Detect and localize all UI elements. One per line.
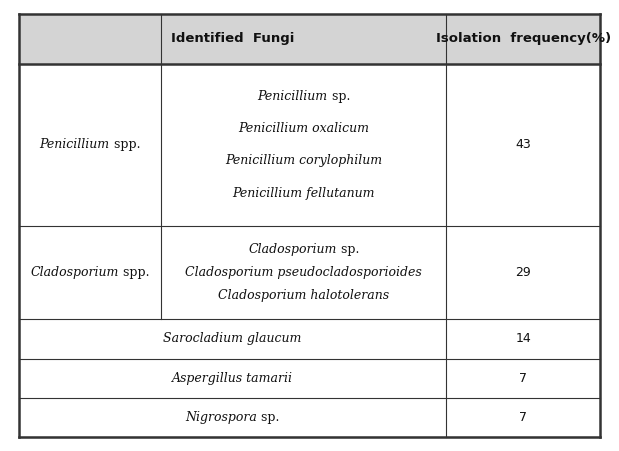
Text: sp.: sp. [327,90,350,102]
Text: Cladosporium: Cladosporium [248,243,337,256]
Text: Cladosporium halotolerans: Cladosporium halotolerans [218,289,389,302]
Text: 14: 14 [516,332,531,345]
Text: Penicillium: Penicillium [40,138,110,151]
Text: spp.: spp. [119,266,149,279]
Text: Penicillium fellutanum: Penicillium fellutanum [232,187,375,200]
Text: spp.: spp. [110,138,140,151]
Text: Nigrospora: Nigrospora [185,411,257,424]
Text: Penicillium oxalicum: Penicillium oxalicum [238,122,369,135]
Bar [19,14,600,64]
Text: Isolation  frequency(%): Isolation frequency(%) [436,32,611,45]
Text: Sarocladium glaucum: Sarocladium glaucum [163,332,301,345]
Text: 7: 7 [519,372,527,385]
Text: sp.: sp. [257,411,280,424]
Text: 7: 7 [519,411,527,424]
Text: Penicillium: Penicillium [258,90,327,102]
Text: Identified  Fungi: Identified Fungi [171,32,294,45]
Text: 43: 43 [516,138,531,151]
Text: Penicillium corylophilum: Penicillium corylophilum [225,154,383,167]
Text: 29: 29 [516,266,531,279]
Text: Aspergillus tamarii: Aspergillus tamarii [172,372,293,385]
Text: Cladosporium pseudocladosporioides: Cladosporium pseudocladosporioides [185,266,422,279]
Text: sp.: sp. [337,243,359,256]
Text: Cladosporium: Cladosporium [30,266,119,279]
